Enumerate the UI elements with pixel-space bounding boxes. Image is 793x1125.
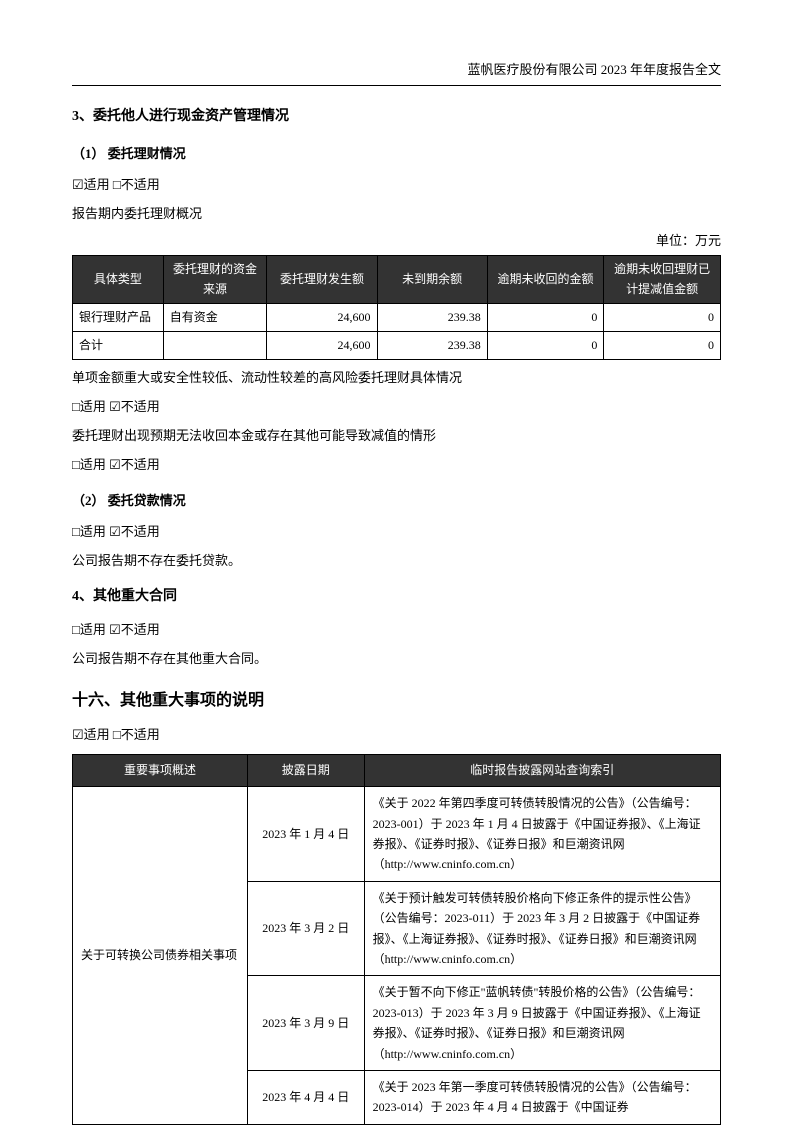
unit-label: 单位：万元	[72, 231, 721, 252]
cell	[163, 331, 267, 359]
section-4-title: 4、其他重大合同	[72, 586, 721, 608]
col-header: 具体类型	[73, 256, 164, 303]
col-header: 逾期未收回理财已计提减值金额	[604, 256, 721, 303]
date-cell: 2023 年 1 月 4 日	[247, 787, 364, 882]
cell: 0	[604, 303, 721, 331]
col-header: 重要事项概述	[73, 755, 248, 787]
section-3-title: 3、委托他人进行现金资产管理情况	[72, 106, 721, 128]
col-header: 委托理财的资金来源	[163, 256, 267, 303]
cell: 银行理财产品	[73, 303, 164, 331]
cell: 0	[487, 331, 604, 359]
applicable-line: □适用 ☑不适用	[72, 522, 721, 543]
subsection-3-2-title: （2） 委托贷款情况	[72, 491, 721, 512]
cell: 合计	[73, 331, 164, 359]
table-row: 合计 24,600 239.38 0 0	[73, 331, 721, 359]
col-header: 披露日期	[247, 755, 364, 787]
section-16-title: 十六、其他重大事项的说明	[72, 688, 721, 714]
table-header-row: 重要事项概述 披露日期 临时报告披露网站查询索引	[73, 755, 721, 787]
desc-cell: 《关于 2023 年第一季度可转债转股情况的公告》（公告编号：2023-014）…	[364, 1070, 720, 1124]
date-cell: 2023 年 3 月 9 日	[247, 976, 364, 1071]
desc-cell: 《关于暂不向下修正"蓝帆转债"转股价格的公告》（公告编号：2023-013）于 …	[364, 976, 720, 1071]
applicable-line: □适用 ☑不适用	[72, 620, 721, 641]
applicable-line: ☑适用 □不适用	[72, 175, 721, 196]
col-header: 委托理财发生额	[267, 256, 377, 303]
date-cell: 2023 年 3 月 2 日	[247, 881, 364, 976]
applicable-line: □适用 ☑不适用	[72, 397, 721, 418]
table-row: 银行理财产品 自有资金 24,600 239.38 0 0	[73, 303, 721, 331]
note-text: 单项金额重大或安全性较低、流动性较差的高风险委托理财具体情况	[72, 368, 721, 389]
desc-cell: 《关于 2022 年第四季度可转债转股情况的公告》（公告编号：2023-001）…	[364, 787, 720, 882]
desc-cell: 《关于预计触发可转债转股价格向下修正条件的提示性公告》（公告编号：2023-01…	[364, 881, 720, 976]
note-text: 委托理财出现预期无法收回本金或存在其他可能导致减值的情形	[72, 426, 721, 447]
cell: 239.38	[377, 331, 487, 359]
cell: 239.38	[377, 303, 487, 331]
disclosure-table: 重要事项概述 披露日期 临时报告披露网站查询索引 关于可转换公司债券相关事项 2…	[72, 754, 721, 1125]
col-header: 逾期未收回的金额	[487, 256, 604, 303]
page-header: 蓝帆医疗股份有限公司 2023 年年度报告全文	[72, 60, 721, 86]
note-text: 公司报告期不存在其他重大合同。	[72, 649, 721, 670]
table-row: 关于可转换公司债券相关事项 2023 年 1 月 4 日 《关于 2022 年第…	[73, 787, 721, 882]
applicable-line: ☑适用 □不适用	[72, 725, 721, 746]
date-cell: 2023 年 4 月 4 日	[247, 1070, 364, 1124]
applicable-line: □适用 ☑不适用	[72, 455, 721, 476]
subsection-3-1-title: （1） 委托理财情况	[72, 144, 721, 165]
overview-text: 报告期内委托理财概况	[72, 204, 721, 225]
entrust-table: 具体类型 委托理财的资金来源 委托理财发生额 未到期余额 逾期未收回的金额 逾期…	[72, 255, 721, 360]
topic-cell: 关于可转换公司债券相关事项	[73, 787, 248, 1124]
cell: 0	[604, 331, 721, 359]
table-header-row: 具体类型 委托理财的资金来源 委托理财发生额 未到期余额 逾期未收回的金额 逾期…	[73, 256, 721, 303]
cell: 24,600	[267, 331, 377, 359]
col-header: 临时报告披露网站查询索引	[364, 755, 720, 787]
cell: 24,600	[267, 303, 377, 331]
note-text: 公司报告期不存在委托贷款。	[72, 551, 721, 572]
col-header: 未到期余额	[377, 256, 487, 303]
cell: 自有资金	[163, 303, 267, 331]
cell: 0	[487, 303, 604, 331]
